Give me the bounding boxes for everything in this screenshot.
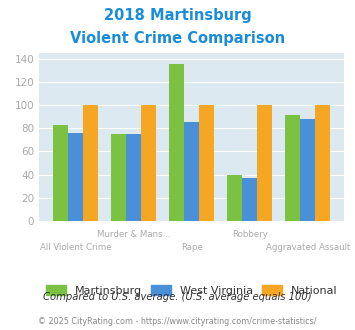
Text: Compared to U.S. average. (U.S. average equals 100): Compared to U.S. average. (U.S. average … xyxy=(43,292,312,302)
Bar xyxy=(111,134,126,221)
Bar xyxy=(315,105,331,221)
Text: 2018 Martinsburg: 2018 Martinsburg xyxy=(104,8,251,23)
Bar xyxy=(83,105,98,221)
Text: Rape: Rape xyxy=(181,243,203,252)
Text: Robbery: Robbery xyxy=(232,230,268,239)
Text: Aggravated Assault: Aggravated Assault xyxy=(266,243,350,252)
Legend: Martinsburg, West Virginia, National: Martinsburg, West Virginia, National xyxy=(42,280,342,300)
Bar xyxy=(141,105,156,221)
Bar xyxy=(169,64,184,221)
Bar xyxy=(199,105,214,221)
Text: Violent Crime Comparison: Violent Crime Comparison xyxy=(70,31,285,46)
Text: © 2025 CityRating.com - https://www.cityrating.com/crime-statistics/: © 2025 CityRating.com - https://www.city… xyxy=(38,317,317,326)
Bar xyxy=(53,125,68,221)
Bar xyxy=(257,105,272,221)
Bar xyxy=(184,122,199,221)
Bar xyxy=(227,175,242,221)
Text: All Violent Crime: All Violent Crime xyxy=(40,243,111,252)
Bar xyxy=(68,133,83,221)
Bar xyxy=(285,115,300,221)
Text: Murder & Mans...: Murder & Mans... xyxy=(97,230,170,239)
Bar xyxy=(126,134,141,221)
Bar xyxy=(242,178,257,221)
Bar xyxy=(300,119,315,221)
